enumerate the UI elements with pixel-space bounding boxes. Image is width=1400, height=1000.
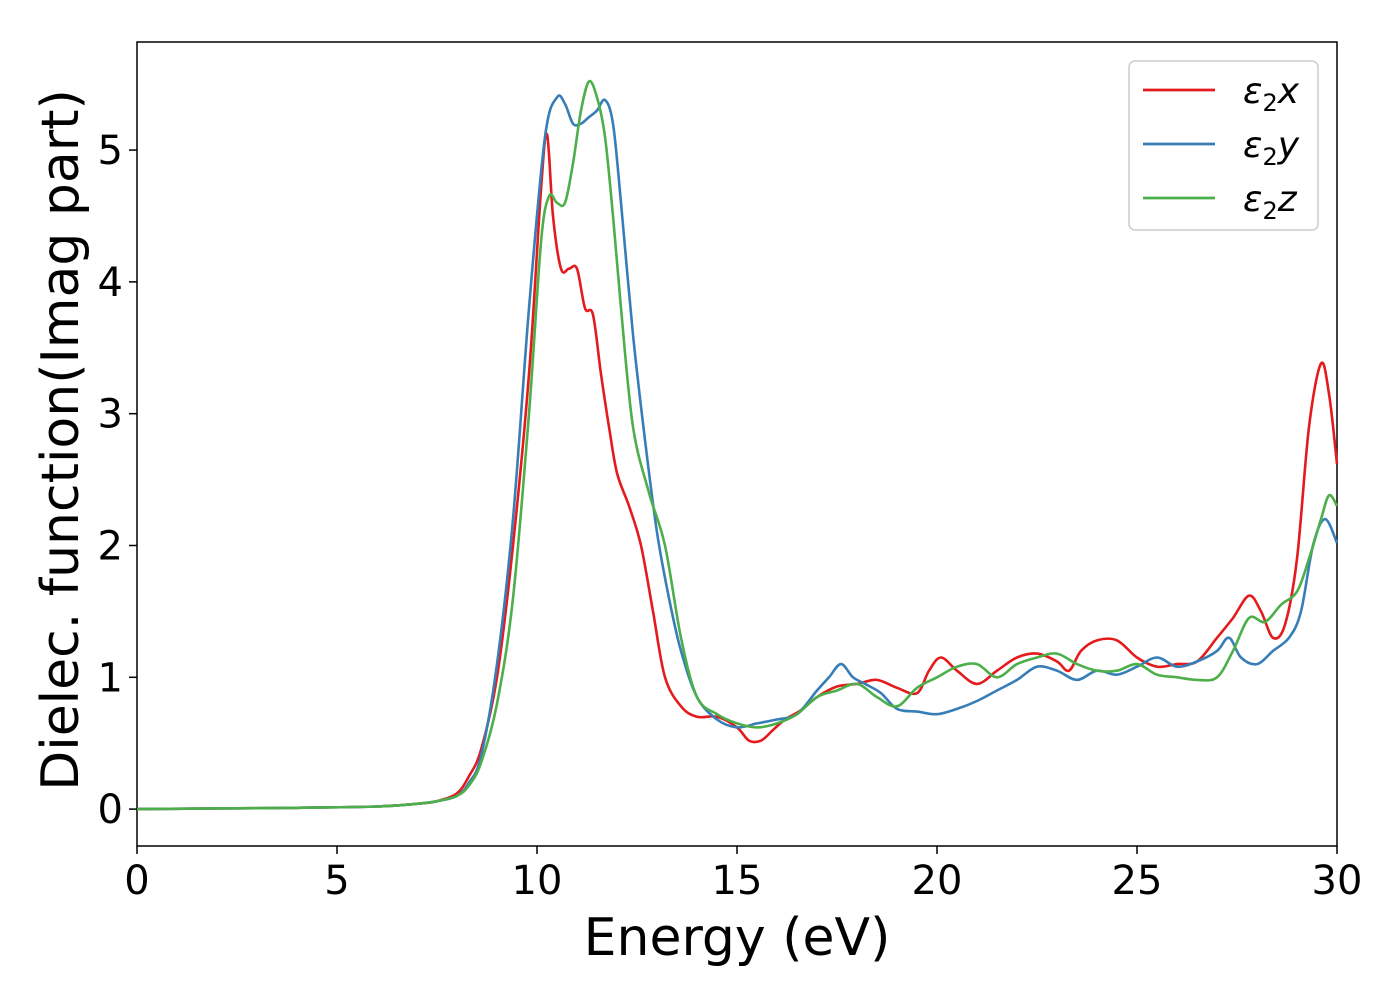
legend-subscript: 2 [1262, 143, 1277, 171]
y-tick-label: 4 [98, 260, 123, 306]
legend-component: z [1277, 179, 1298, 220]
legend-box [1128, 60, 1319, 231]
x-tick-label: 15 [712, 858, 763, 904]
x-tick-label: 5 [324, 858, 349, 904]
y-axis-ticks: 0 1 2 3 4 5 [98, 128, 137, 833]
y-tick-label: 5 [98, 128, 123, 174]
x-tick-label: 25 [1112, 858, 1163, 904]
legend-label: ε2y [1243, 125, 1300, 171]
legend-label: ε2z [1243, 179, 1298, 225]
x-tick-label: 30 [1312, 858, 1363, 904]
series-line-e2y [136, 94, 1339, 811]
legend-symbol: ε [1243, 71, 1262, 112]
legend-label: ε2x [1243, 71, 1300, 117]
series-line-e2z [136, 79, 1339, 811]
y-axis-title: Dielec. function(Imag part) [31, 89, 91, 791]
y-tick-label: 2 [98, 523, 123, 569]
series-line-e2x [136, 132, 1339, 811]
y-tick-label: 3 [98, 392, 123, 438]
y-tick-label: 0 [98, 787, 123, 833]
legend-subscript: 2 [1262, 89, 1277, 117]
x-tick-label: 0 [124, 858, 149, 904]
legend-symbol: ε [1243, 179, 1262, 220]
legend-component: x [1277, 71, 1300, 112]
legend-symbol: ε [1243, 125, 1262, 166]
legend-component: y [1277, 125, 1300, 166]
x-tick-label: 10 [512, 858, 563, 904]
x-axis-title: Energy (eV) [584, 908, 891, 968]
x-axis-ticks: 0 5 10 15 20 25 30 [124, 846, 1362, 904]
series-layer [136, 79, 1339, 811]
y-tick-label: 1 [98, 655, 123, 701]
legend-subscript: 2 [1262, 197, 1277, 225]
x-tick-label: 20 [912, 858, 963, 904]
